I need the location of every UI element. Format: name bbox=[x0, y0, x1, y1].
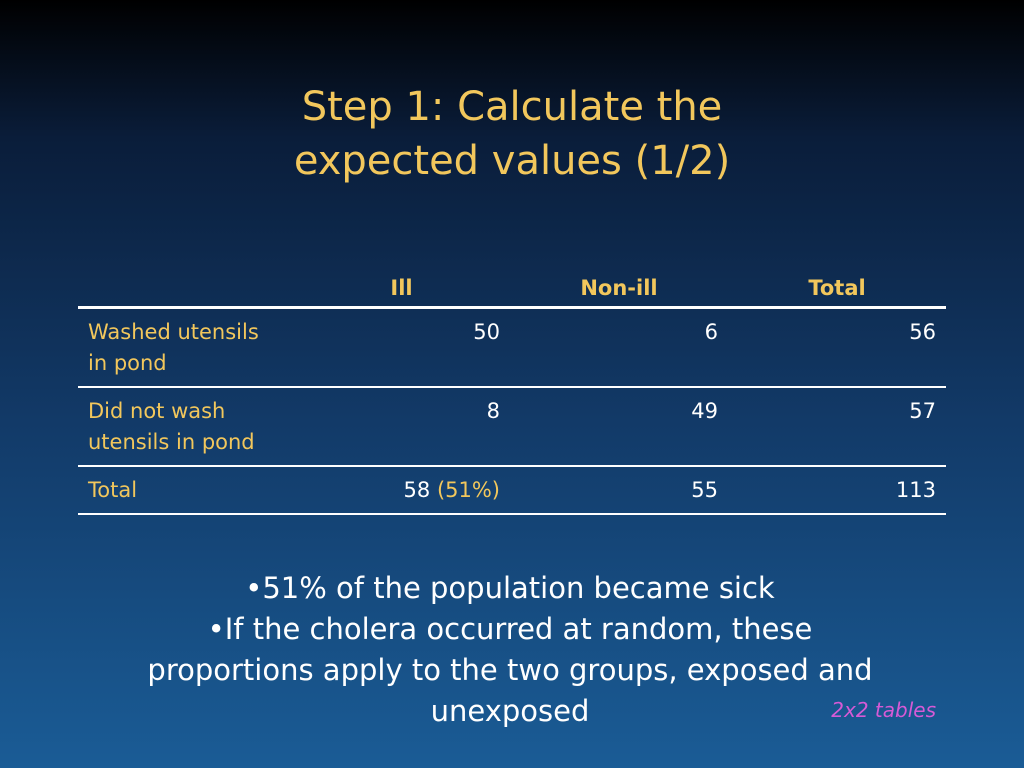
bullet-list: •51% of the population became sick •If t… bbox=[120, 568, 900, 732]
cell-ill: 8 bbox=[293, 387, 510, 467]
cell-ill: 58 (51%) bbox=[293, 466, 510, 515]
cell-total: 113 bbox=[728, 466, 946, 515]
bullet-item: •51% of the population became sick bbox=[245, 571, 775, 605]
cell-ill-percent: (51%) bbox=[436, 478, 500, 502]
header-empty bbox=[78, 268, 293, 309]
cell-total: 57 bbox=[728, 387, 946, 467]
table-row: Washed utensils in pond 50 6 56 bbox=[78, 307, 946, 388]
table-row-total: Total 58 (51%) 55 113 bbox=[78, 466, 946, 515]
contingency-table: Ill Non-ill Total Washed utensils in pon… bbox=[78, 268, 946, 515]
slide-title-line-1: Step 1: Calculate the bbox=[301, 84, 723, 130]
cell-ill: 50 bbox=[293, 307, 510, 388]
header-non-ill: Non-ill bbox=[510, 268, 728, 309]
table-row: Did not wash utensils in pond 8 49 57 bbox=[78, 387, 946, 467]
cell-non-ill: 55 bbox=[510, 466, 728, 515]
cell-non-ill: 6 bbox=[510, 307, 728, 388]
slide-title: Step 1: Calculate the expected values (1… bbox=[0, 80, 1024, 188]
cell-ill-value: 58 bbox=[403, 478, 431, 502]
table-header-row: Ill Non-ill Total bbox=[78, 268, 946, 309]
row-label: Total bbox=[78, 466, 293, 515]
cell-non-ill: 49 bbox=[510, 387, 728, 467]
section-tag: 2x2 tables bbox=[831, 698, 936, 722]
row-label: Washed utensils in pond bbox=[78, 307, 293, 388]
cell-total: 56 bbox=[728, 307, 946, 388]
header-ill: Ill bbox=[293, 268, 510, 309]
row-label: Did not wash utensils in pond bbox=[78, 387, 293, 467]
header-total: Total bbox=[728, 268, 946, 309]
slide-title-line-2: expected values (1/2) bbox=[293, 138, 731, 184]
bullet-item: •If the cholera occurred at random, thes… bbox=[147, 612, 873, 728]
